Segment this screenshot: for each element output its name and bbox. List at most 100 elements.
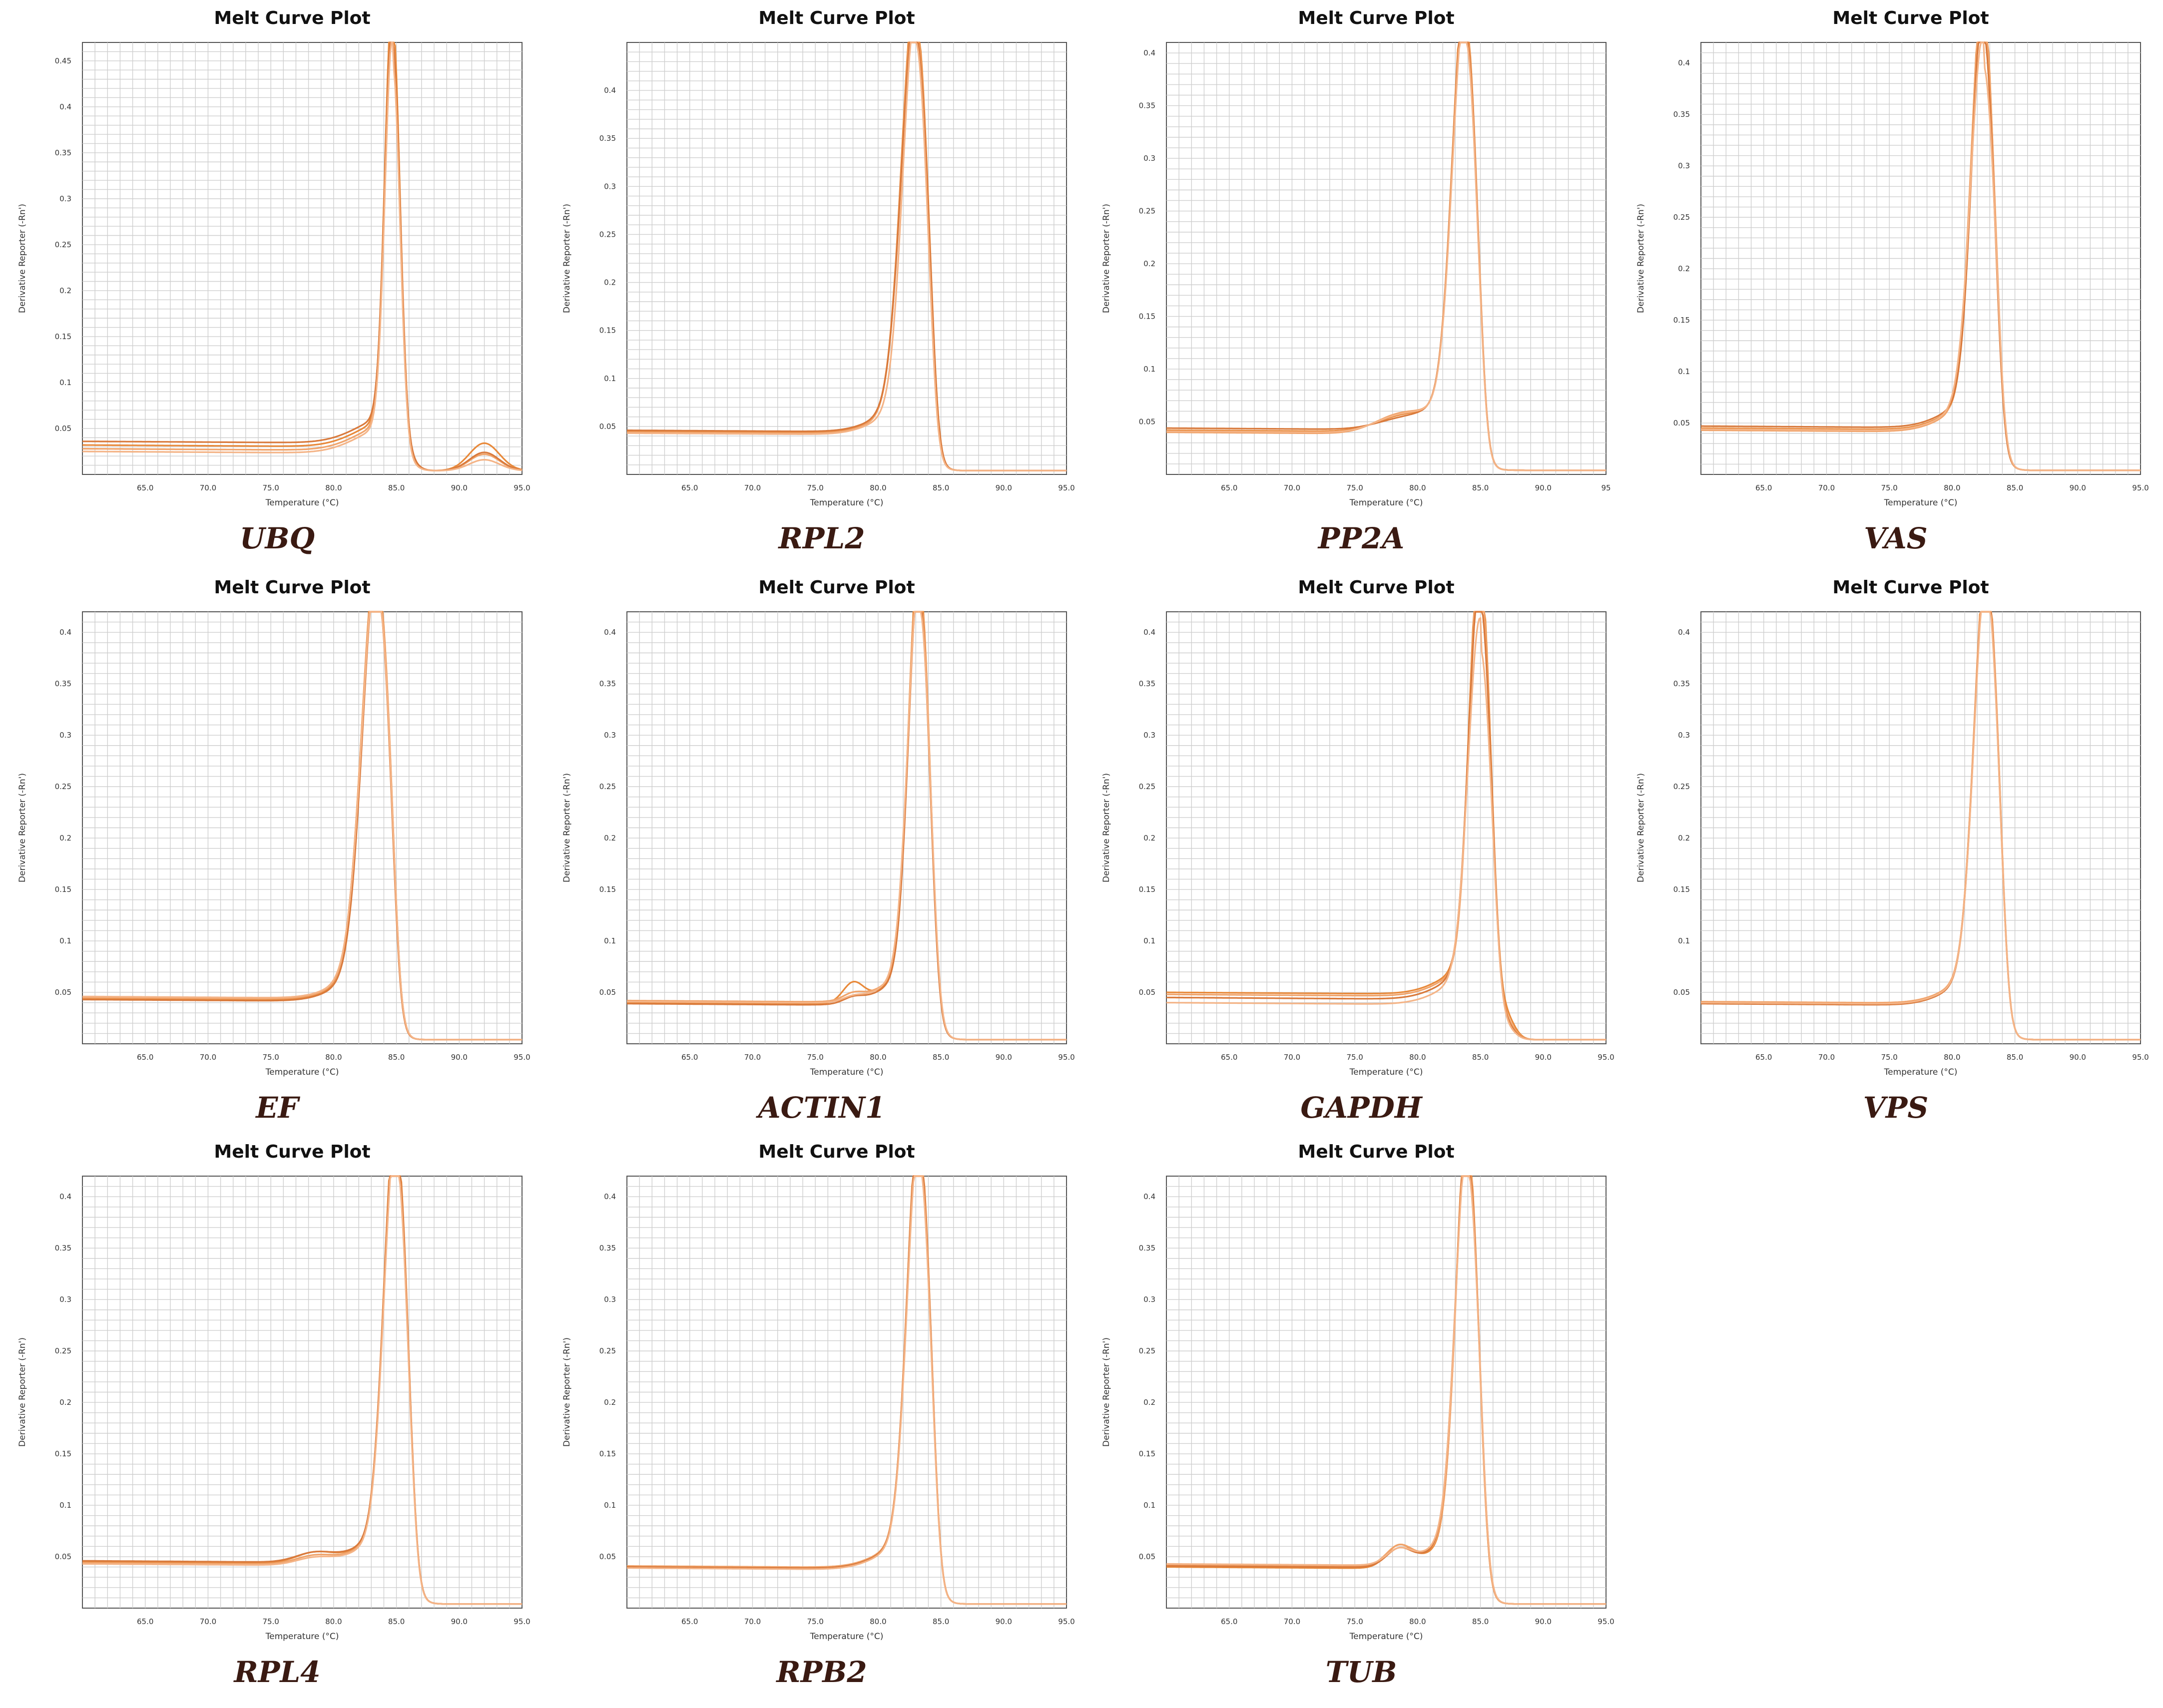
plot-title: Melt Curve Plot	[1298, 1142, 1454, 1162]
y-tick-label: 0.1	[1678, 367, 1690, 376]
y-tick-label: 0.4	[1143, 1192, 1155, 1201]
melt-curve-svg: Melt Curve Plot 65.0 70.0 75.0 80.0 85.0 90.0 9…	[17, 577, 531, 1125]
melt-curve-panel-ef: Melt Curve Plot 65.0 70.0 75.0 80.0 85.0 90.0 9…	[10, 574, 549, 1144]
x-axis-label: Temperature (°C)	[810, 1632, 884, 1642]
melt-curve-line	[1701, 611, 2141, 1041]
x-tick-label: 75.0	[262, 1053, 279, 1062]
y-tick-label: 0.2	[604, 1398, 616, 1407]
melt-curve-panel-actin1: Melt Curve Plot 65.0 70.0 75.0 80.0 85.0 90.0 9…	[554, 574, 1094, 1144]
plot-title: Melt Curve Plot	[214, 8, 370, 28]
y-tick-label: 0.25	[1139, 782, 1155, 791]
melt-curve-line	[1166, 1175, 1606, 1605]
y-tick-label: 0.05	[55, 988, 71, 997]
x-tick-label: 70.0	[200, 1617, 216, 1626]
x-tick-label: 95.0	[1058, 1617, 1075, 1626]
y-tick-label: 0.15	[599, 326, 616, 335]
melt-curve-line	[82, 611, 522, 1041]
melt-curves	[1166, 611, 1606, 1041]
y-tick-label: 0.05	[599, 1552, 616, 1561]
x-tick-label: 70.0	[744, 1617, 761, 1626]
x-tick-label: 85.0	[388, 483, 405, 492]
y-tick-label: 0.4	[59, 628, 71, 637]
melt-curve-line	[627, 611, 1067, 1041]
x-tick-label: 90.0	[996, 1617, 1012, 1626]
grid-lines	[627, 612, 1067, 1044]
grid-lines	[1701, 612, 2141, 1044]
x-tick-label: 70.0	[1284, 1053, 1300, 1062]
melt-curve-panel-pp2a: Melt Curve Plot 65.0 70.0 75.0 80.0 85.0 90.0 9…	[1094, 5, 1633, 574]
melt-curve-panel-tub: Melt Curve Plot 65.0 70.0 75.0 80.0 85.0 90.0 9…	[1094, 1139, 1633, 1708]
x-tick-label: 85.0	[1472, 483, 1489, 492]
melt-curve-panel-vas: Melt Curve Plot 65.0 70.0 75.0 80.0 85.0 90.0 9…	[1628, 5, 2163, 574]
x-tick-label: 85.0	[388, 1617, 405, 1626]
y-tick-label: 0.05	[55, 1552, 71, 1561]
x-tick-label: 95.0	[1058, 1053, 1075, 1062]
x-tick-label: 85.0	[388, 1053, 405, 1062]
y-tick-label: 0.4	[59, 1192, 71, 1201]
y-tick-label: 0.15	[599, 1449, 616, 1458]
x-tick-label: 95	[1601, 483, 1611, 492]
y-tick-label: 0.1	[59, 378, 71, 387]
grid-lines	[82, 612, 522, 1044]
y-tick-label: 0.3	[1143, 731, 1155, 740]
melt-curve-line	[82, 41, 523, 471]
y-tick-label: 0.4	[1678, 628, 1690, 637]
plot-title: Melt Curve Plot	[1298, 577, 1454, 598]
y-tick-label: 0.2	[1143, 259, 1155, 268]
y-tick-label: 0.1	[604, 936, 616, 945]
melt-curve-line	[1701, 41, 2141, 471]
x-tick-label: 65.0	[681, 1053, 698, 1062]
y-tick-label: 0.25	[599, 230, 616, 239]
y-tick-label: 0.25	[599, 1346, 616, 1355]
y-tick-label: 0.35	[1139, 1244, 1155, 1253]
grid-lines	[627, 42, 1067, 474]
gene-label: ACTIN1	[756, 1091, 886, 1125]
y-tick-label: 0.3	[59, 1295, 71, 1304]
y-tick-label: 0.15	[1673, 316, 1690, 325]
x-tick-label: 90.0	[996, 1053, 1012, 1062]
x-tick-label: 90.0	[996, 483, 1012, 492]
y-tick-label: 0.1	[1678, 936, 1690, 945]
x-tick-label: 80.0	[1944, 1053, 1960, 1062]
plot-title: Melt Curve Plot	[214, 1142, 370, 1162]
x-tick-label: 85.0	[933, 483, 949, 492]
x-tick-label: 95.0	[1598, 1053, 1614, 1062]
y-tick-label: 0.4	[604, 1192, 616, 1201]
y-tick-label: 0.35	[599, 134, 616, 143]
y-tick-label: 0.3	[604, 1295, 616, 1304]
melt-curve-svg: Melt Curve Plot 65.0 70.0 75.0 80.0 85.0 90.0 9…	[562, 1142, 1075, 1689]
x-tick-label: 70.0	[200, 483, 216, 492]
melt-curve-svg: Melt Curve Plot 65.0 70.0 75.0 80.0 85.0 90.0 9…	[17, 1142, 531, 1689]
x-tick-label: 80.0	[1409, 1053, 1426, 1062]
y-tick-label: 0.1	[59, 936, 71, 945]
y-axis-label: Derivative Reporter (-Rn')	[562, 773, 572, 882]
x-axis-label: Temperature (°C)	[265, 1632, 339, 1642]
y-tick-label: 0.3	[1678, 161, 1690, 170]
x-tick-label: 85.0	[2007, 1053, 2023, 1062]
x-tick-label: 75.0	[1346, 1617, 1363, 1626]
melt-curve-line	[1166, 617, 1606, 1041]
x-tick-label: 75.0	[807, 1053, 823, 1062]
y-tick-label: 0.2	[604, 278, 616, 287]
y-tick-label: 0.35	[599, 1244, 616, 1253]
x-tick-label: 95.0	[1058, 483, 1075, 492]
melt-curve-line	[626, 41, 1067, 471]
y-tick-label: 0.25	[55, 782, 71, 791]
x-tick-label: 80.0	[870, 1617, 886, 1626]
y-tick-label: 0.15	[1673, 885, 1690, 894]
y-tick-label: 0.25	[1139, 1346, 1155, 1355]
x-axis-label: Temperature (°C)	[1884, 1067, 1958, 1077]
y-tick-label: 0.4	[1143, 48, 1155, 57]
x-tick-label: 65.0	[1755, 483, 1772, 492]
y-tick-label: 0.15	[599, 885, 616, 894]
x-tick-label: 75.0	[1346, 1053, 1363, 1062]
melt-curves	[1166, 1175, 1606, 1605]
y-tick-label: 0.05	[1673, 419, 1690, 427]
y-axis-label: Derivative Reporter (-Rn')	[1636, 204, 1646, 313]
x-tick-label: 80.0	[1944, 483, 1960, 492]
x-tick-label: 90.0	[2070, 483, 2086, 492]
melt-curves	[627, 1175, 1067, 1605]
x-tick-label: 95.0	[2132, 1053, 2149, 1062]
gene-label: RPL4	[233, 1655, 321, 1689]
x-tick-label: 70.0	[1284, 483, 1300, 492]
